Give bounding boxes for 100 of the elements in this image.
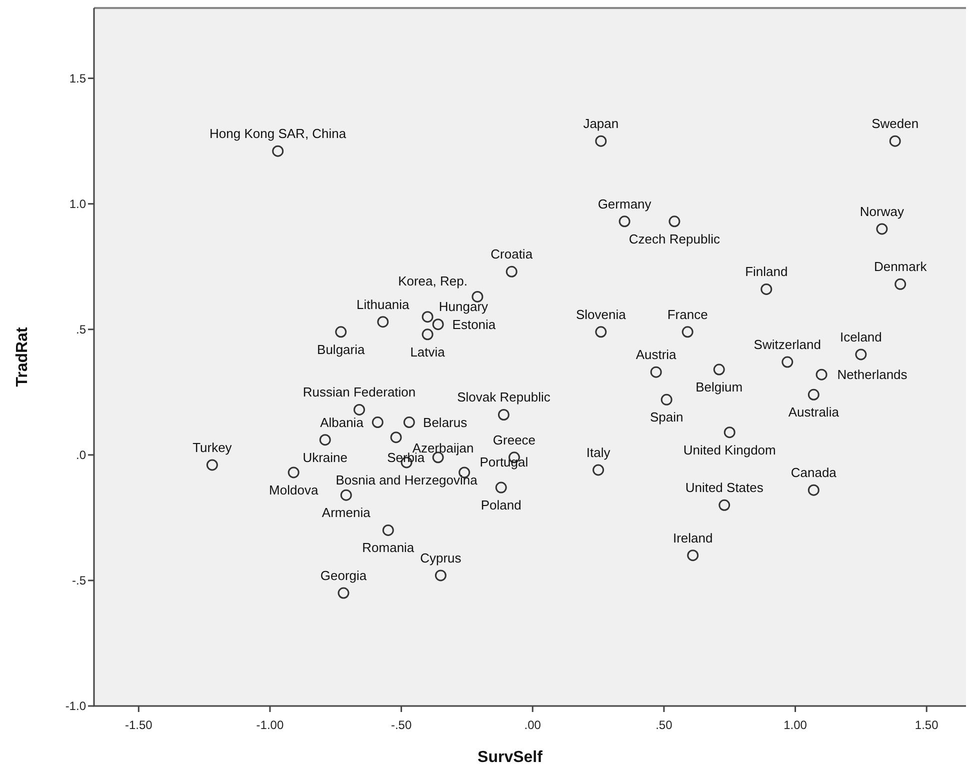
data-label: Belarus [423,414,468,430]
point [422,311,434,323]
data-label: Austria [636,347,678,362]
data-label: Czech Republic [628,231,720,246]
x-tick-label: -1.50 [124,718,153,732]
data-label: Hungary [438,298,489,314]
data-label: Finland [745,264,788,280]
data-label: Albania [320,414,364,430]
point [434,570,446,582]
data-label: Greece [492,432,536,448]
point [668,216,680,228]
data-label: Armenia [322,505,372,520]
point [422,328,434,340]
point [816,368,828,380]
point [206,459,218,471]
x-tick-label: .00 [524,718,542,732]
point [618,216,630,228]
x-tick-label: -.50 [390,718,412,732]
point [372,416,384,428]
point [889,135,901,147]
data-label: Estonia [452,316,496,332]
point [472,290,484,302]
data-label: Iceland [840,329,882,344]
data-label: Cyprus [420,550,462,566]
point [288,466,300,478]
data-label: Spain [650,410,684,425]
point [335,326,347,338]
x-tick-label: 1.00 [784,718,808,732]
point [592,464,604,476]
point [760,283,772,295]
y-tick-label: .0 [76,448,86,462]
point [403,416,415,428]
data-label: Slovak Republic [457,390,551,405]
data-label: Belgium [696,380,743,395]
point [876,223,888,235]
point [713,364,725,376]
point [319,434,331,446]
point [660,394,672,406]
data-label: Japan [583,116,619,132]
y-tick-label: -.5 [72,573,86,588]
data-label: Sweden [872,116,919,132]
data-label: Hong Kong SAR, China [210,126,347,142]
x-axis-title: SurvSelf [478,749,544,766]
data-label: Croatia [490,246,534,262]
point [495,482,507,494]
data-label: Romania [362,540,415,556]
data-label: Canada [790,465,838,480]
data-label: Netherlands [837,367,908,382]
point [338,587,350,599]
data-label: Bulgaria [317,342,366,357]
data-label: Ireland [672,530,713,546]
y-tick-label: 1.0 [69,196,86,211]
data-label: Turkey [192,440,232,455]
point [595,135,607,147]
point [377,316,389,328]
point [724,426,736,438]
point [782,356,794,368]
point [498,409,510,420]
point [687,550,699,562]
data-label: Italy [586,444,611,460]
y-tick-label: -1.0 [65,699,86,713]
point [808,484,820,496]
data-label: Australia [788,404,840,420]
point [595,326,607,338]
data-label: Norway [860,204,904,219]
data-label: Russian Federation [302,384,416,400]
data-label: Latvia [410,344,446,360]
point [682,326,694,338]
point [390,432,402,444]
point [506,266,518,278]
point [382,524,394,536]
point [340,489,352,501]
data-label: Georgia [320,568,368,584]
data-label: Ukraine [302,450,348,465]
data-label: Lithuania [356,296,410,312]
data-label: United States [685,480,764,496]
data-label: Germany [598,196,652,212]
point [354,404,366,416]
data-label: Moldova [269,482,319,498]
point [808,388,820,400]
y-tick-label: 1.5 [69,71,86,86]
point [650,366,662,378]
x-tick-label: .50 [656,718,673,732]
data-label: Portugal [480,454,528,470]
data-label: Poland [480,498,522,513]
x-tick-label: -1.00 [256,718,284,732]
point [894,278,906,290]
point [718,499,730,511]
point [432,318,444,330]
data-label: Denmark [874,259,928,274]
data-label: Korea, Rep. [398,274,468,289]
point [272,145,284,157]
point [855,348,867,360]
data-label: Bosnia and Herzegovina [336,472,478,488]
y-tick-label: .5 [76,322,86,336]
data-label: France [667,306,708,322]
x-tick-label: 1.50 [914,718,939,732]
y-axis-title: TradRat [14,326,31,387]
data-label: United Kingdom [683,442,776,458]
data-label: Switzerland [754,337,821,352]
